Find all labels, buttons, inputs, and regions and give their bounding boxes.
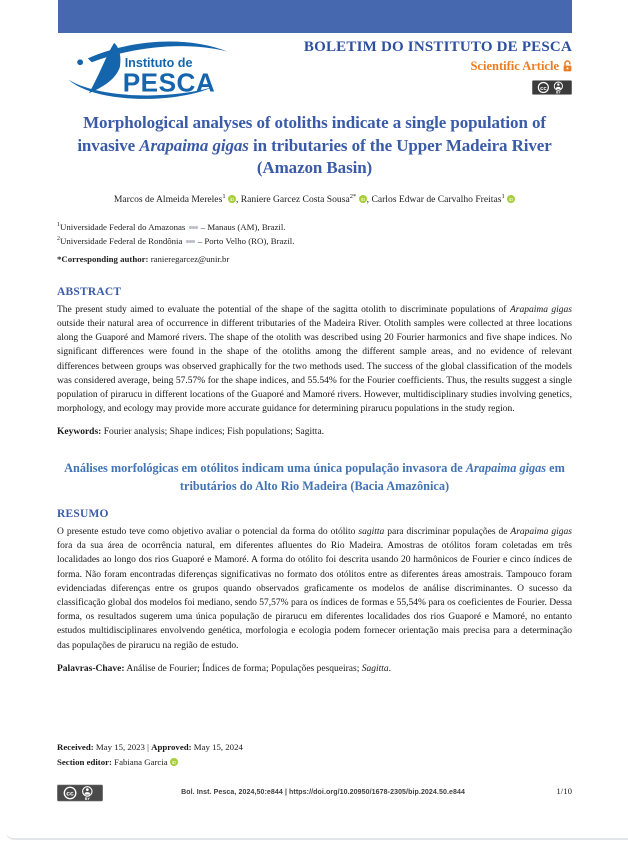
open-access-icon [563, 60, 572, 72]
page-number: 1/10 [556, 786, 572, 796]
svg-text:iD: iD [509, 197, 514, 202]
license-badge-top[interactable]: cc BY [304, 79, 572, 95]
page-header: Instituto de PESCA BOLETIM DO INSTITUTO … [57, 38, 572, 100]
journal-name: BOLETIM DO INSTITUTO DE PESCA [303, 39, 572, 55]
pt-title-species-italic: Arapaima gigas [465, 461, 547, 476]
resumo-heading: RESUMO [57, 508, 109, 521]
date-divider: | [147, 742, 149, 752]
author-name: Marcos de Almeida Mereles [113, 194, 223, 206]
keywords-line: Keywords: Fourier analysis; Shape indice… [57, 425, 572, 439]
title-text-end: in tributaries of the Upper Madeira Rive… [248, 135, 552, 178]
page-edge [6, 832, 628, 840]
svg-text:iD: iD [172, 759, 177, 764]
corresponding-label: *Corresponding author: [57, 253, 149, 264]
orcid-icon[interactable]: iD [507, 195, 516, 204]
ror-icon [188, 225, 198, 230]
affil-institution: Universidade Federal do Amazonas [60, 222, 186, 233]
palavras-chave-line: Palavras-Chave: Análise de Fourier; Índi… [57, 662, 572, 676]
keywords-label: Keywords: [57, 427, 102, 438]
orcid-icon[interactable]: iD [358, 195, 367, 204]
author-separator: , [235, 194, 241, 206]
approved-date: May 15, 2024 [193, 742, 243, 752]
resumo-seg: fora da sua área de ocorrência natural, … [57, 541, 572, 651]
author-affil-sup: 2* [349, 192, 357, 200]
affiliation-line: 2Universidade Federal de Rondônia – Port… [57, 234, 572, 248]
orcid-icon[interactable]: iD [169, 757, 178, 766]
svg-text:BY: BY [85, 797, 91, 801]
section-editor-label: Section editor: [57, 756, 112, 767]
abstract-seg: The present study aimed to evaluate the … [57, 304, 510, 315]
affil-institution: Universidade Federal de Rondônia [60, 236, 183, 247]
title-species-italic: Arapaima gigas [139, 135, 249, 155]
svg-text:BY: BY [556, 90, 561, 94]
resumo-seg: O presente estudo teve como objetivo ava… [57, 527, 359, 538]
affiliation-line: 1Universidade Federal do Amazonas – Mana… [57, 220, 572, 234]
article-type-line: Scientific Article [304, 59, 572, 74]
received-label: Received: [57, 742, 94, 752]
svg-text:cc: cc [540, 86, 547, 92]
dates-block: Received: May 15, 2023 | Approved: May 1… [57, 740, 572, 769]
approved-label: Approved: [151, 742, 192, 752]
affiliations-block: 1Universidade Federal do Amazonas – Mana… [57, 220, 572, 266]
author-name: Raniere Garcez Costa Sousa [240, 194, 350, 206]
abstract-seg: outside their natural area of occurrence… [57, 318, 572, 415]
palavras-chave-text: Análise de Fourier; Índices de forma; Po… [126, 663, 362, 674]
logo-text-line2: PESCA [123, 67, 216, 97]
affil-sup: 2 [57, 236, 60, 243]
affil-location: – Porto Velho (RO), Brazil. [197, 236, 295, 247]
article-type-label: Scientific Article [470, 58, 559, 73]
logo-text-line1: Instituto de [125, 56, 193, 70]
palavras-chave-italic: Sagitta [361, 663, 389, 674]
orcid-icon[interactable]: iD [227, 195, 236, 204]
title-text: Morphological analyses of otoliths indic… [77, 113, 546, 155]
resumo-text: O presente estudo teve como objetivo ava… [57, 525, 572, 653]
instituto-de-pesca-logo-icon: Instituto de PESCA [68, 41, 228, 99]
affil-sup: 1 [57, 222, 60, 229]
journal-logo: Instituto de PESCA [57, 38, 235, 100]
corresponding-author-line: *Corresponding author: ranieregarcez@uni… [57, 252, 572, 266]
author-affil-sup: 1 [222, 192, 226, 200]
author-name: Carlos Edwar de Carvalho Freitas [371, 194, 502, 206]
corresponding-email[interactable]: ranieregarcez@unir.br [150, 253, 230, 264]
author-separator: , [366, 194, 372, 206]
authors-line: Marcos de Almeida Mereles1 iD, Raniere G… [57, 193, 572, 205]
abstract-heading: ABSTRACT [57, 285, 122, 298]
svg-text:cc: cc [66, 791, 74, 798]
abstract-text: The present study aimed to evaluate the … [57, 303, 572, 417]
affil-location: – Manaus (AM), Brazil. [200, 222, 286, 233]
section-editor-name: Fabiana Garcia [114, 756, 168, 767]
keywords-text: Fourier analysis; Shape indices; Fish po… [103, 427, 325, 438]
journal-header-block: BOLETIM DO INSTITUTO DE PESCA Scientific… [304, 38, 572, 95]
pt-title-seg: Análises morfológicas em otólitos indica… [64, 461, 466, 476]
resumo-seg: para discriminar populações de [384, 527, 511, 538]
article-title: Morphological analyses of otoliths indic… [57, 112, 572, 180]
palavras-chave-end: . [388, 663, 392, 674]
cc-by-badge-icon[interactable]: cc BY [57, 784, 103, 802]
received-approved-line: Received: May 15, 2023 | Approved: May 1… [57, 740, 572, 755]
footer-citation[interactable]: Bol. Inst. Pesca, 2024,50:e844 | https:/… [181, 789, 465, 796]
author-affil-sup: 1 [501, 192, 505, 200]
resumo-species-italic: Arapaima gigas [510, 527, 572, 538]
article-body: Morphological analyses of otoliths indic… [57, 112, 572, 685]
received-date: May 15, 2023 [95, 742, 145, 752]
portuguese-title: Análises morfológicas em otólitos indica… [57, 460, 572, 496]
top-banner [58, 0, 572, 33]
section-editor-line: Section editor: Fabiana Garcia iD [57, 755, 572, 770]
cc-by-badge-icon[interactable]: cc BY [532, 79, 572, 95]
palavras-chave-label: Palavras-Chave: [57, 663, 125, 674]
resumo-italic: sagitta [358, 527, 385, 538]
pt-title-seg: em tributários do Alto Rio Madeira (Baci… [179, 461, 565, 494]
svg-text:iD: iD [230, 197, 235, 202]
page-footer: cc BY Bol. Inst. Pesca, 2024,50:e844 | h… [57, 782, 572, 808]
ror-icon [185, 240, 195, 244]
abstract-species-italic: Arapaima gigas [509, 304, 573, 315]
license-badge-footer[interactable]: cc BY [57, 784, 103, 802]
svg-text:iD: iD [361, 197, 366, 202]
